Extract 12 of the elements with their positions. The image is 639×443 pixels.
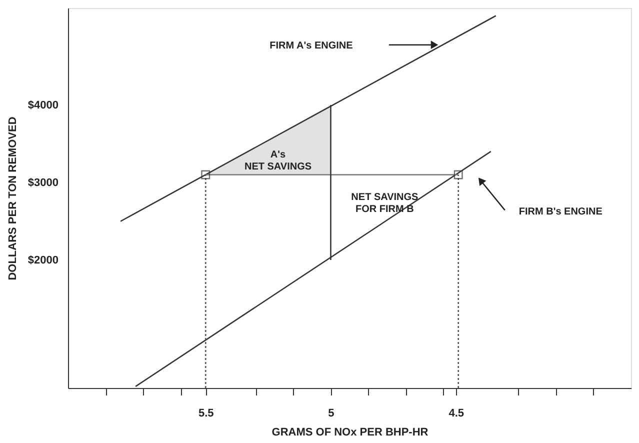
x-tick-label: 4.5: [448, 408, 464, 420]
y-tick-label: $2000: [28, 254, 58, 267]
x-tick-label: 5.5: [198, 408, 214, 420]
x-tick-label: 5: [328, 408, 334, 420]
annotation: FIRM B's ENGINE: [518, 206, 603, 218]
y-tick-label: $4000: [28, 99, 58, 112]
annotation: NET SAVINGS FOR FIRM B: [351, 192, 419, 215]
annotation: A's NET SAVINGS: [244, 149, 312, 172]
x-axis-title: GRAMS OF NOx PER BHP-HR: [272, 426, 428, 438]
y-axis-title: DOLLARS PER TON REMOVED: [6, 116, 19, 280]
annotation: FIRM A's ENGINE: [270, 40, 354, 52]
y-tick-label: $3000: [28, 176, 58, 189]
